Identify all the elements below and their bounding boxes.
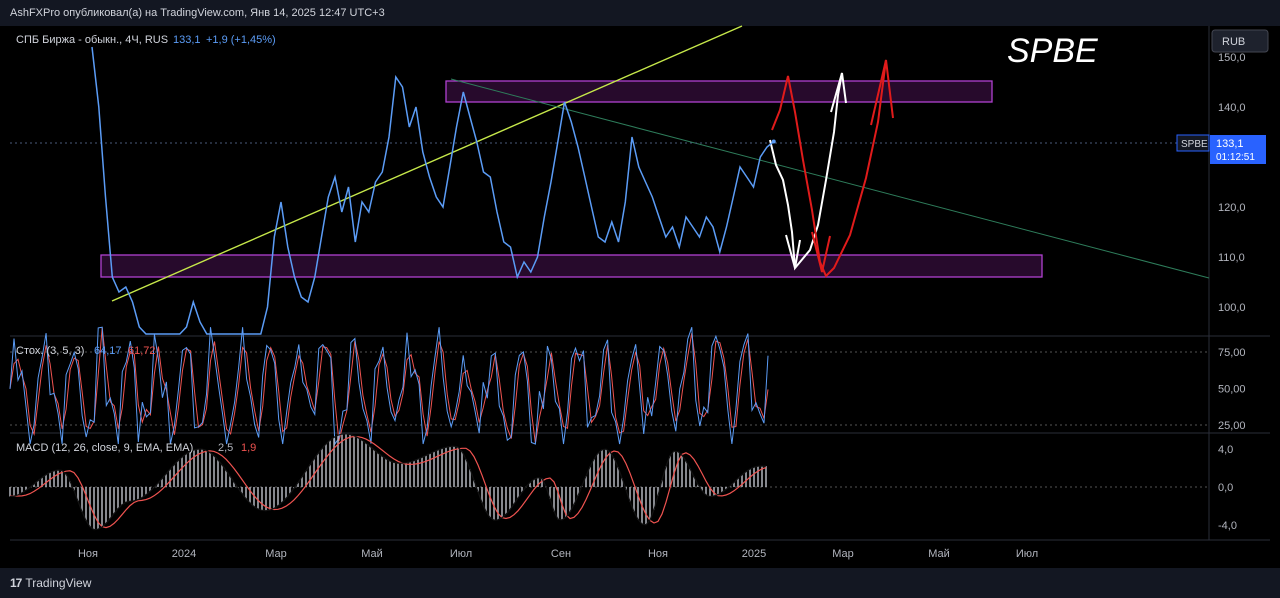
price-tick-label: 120,0 xyxy=(1218,202,1246,214)
resistance-zone[interactable] xyxy=(445,80,993,103)
price-tick-label: 150,0 xyxy=(1218,52,1246,64)
last-price-point xyxy=(771,139,776,144)
signal-line[interactable] xyxy=(10,435,767,529)
time-tick-label: Мар xyxy=(265,548,287,560)
legend-last-price: 133,1 xyxy=(173,34,201,46)
stoch-tick-label: 50,00 xyxy=(1218,384,1246,396)
signal-value: 1,9 xyxy=(241,442,256,454)
time-tick-label: 2024 xyxy=(172,548,196,560)
currency-label: RUB xyxy=(1222,36,1245,48)
legend-symbol: СПБ Биржа - обыкн., 4Ч, RUS xyxy=(16,34,168,46)
time-tick-label: Ноя xyxy=(648,548,668,560)
macd-tick-label: 4,0 xyxy=(1218,444,1233,456)
badge-price: 133,1 xyxy=(1216,138,1244,150)
macd-value: 2,5 xyxy=(218,442,233,454)
last-price-badge: SPBE 133,1 01:12:51 xyxy=(1176,134,1266,164)
time-tick-label: Июл xyxy=(1016,548,1038,560)
support-zone[interactable] xyxy=(100,254,1043,278)
stoch-d-value: 61,72 xyxy=(128,345,156,357)
time-tick-label: Ноя xyxy=(78,548,98,560)
tradingview-logo[interactable]: 17 TradingView xyxy=(10,576,91,590)
macd-series[interactable] xyxy=(9,433,767,531)
time-tick-label: Мар xyxy=(832,548,854,560)
price-tick-label: 100,0 xyxy=(1218,302,1246,314)
time-tick-label: 2025 xyxy=(742,548,766,560)
publish-bar: AshFXPro опубликовал(а) на TradingView.c… xyxy=(0,0,1280,26)
stoch-tick-label: 75,00 xyxy=(1218,347,1246,359)
stoch-legend-label: Стох. (3, 5, 3) xyxy=(16,345,84,357)
stoch-k-value: 64,17 xyxy=(94,345,122,357)
stoch-d-line[interactable] xyxy=(9,327,769,444)
badge-ticker: SPBE xyxy=(1181,139,1208,150)
macd-axis: -4,0 0,0 4,0 xyxy=(1218,444,1237,532)
price-line[interactable] xyxy=(91,46,775,335)
ticker-watermark: SPBE xyxy=(1007,32,1098,70)
footer-bar: 17 TradingView xyxy=(0,568,1280,598)
time-tick-label: Сен xyxy=(551,548,571,560)
stoch-tick-label: 25,00 xyxy=(1218,420,1246,432)
tv-logo-mark: 17 xyxy=(10,576,22,590)
macd-tick-label: 0,0 xyxy=(1218,482,1233,494)
published-info: AshFXPro опубликовал(а) на TradingView.c… xyxy=(10,7,385,19)
stoch-k-line[interactable] xyxy=(9,326,769,446)
forecast-path-white[interactable] xyxy=(769,72,843,271)
stochastic-series[interactable] xyxy=(9,326,769,446)
time-tick-label: Июл xyxy=(450,548,472,560)
legend-change: +1,9 (+1,45%) xyxy=(206,34,276,46)
user-drawings[interactable] xyxy=(10,25,1210,302)
time-tick-label: Май xyxy=(361,548,383,560)
forecast-arrowhead-white xyxy=(830,72,847,113)
price-tick-label: 110,0 xyxy=(1218,252,1245,264)
stoch-axis: 25,00 50,00 75,00 xyxy=(1218,347,1246,432)
macd-tick-label: -4,0 xyxy=(1218,520,1237,532)
price-series[interactable] xyxy=(91,46,776,335)
forecast-arrowhead-red xyxy=(870,59,894,126)
descending-trendline[interactable] xyxy=(450,78,1210,279)
price-tick-label: 140,0 xyxy=(1218,102,1246,114)
chart-canvas[interactable]: Ноя 2024 Мар Май Июл Сен Ноя 2025 Мар Май Июл 100,… xyxy=(0,0,1280,568)
brand-name: TradingView xyxy=(25,576,92,590)
badge-countdown: 01:12:51 xyxy=(1216,152,1255,163)
forecast-arrowhead-white-low xyxy=(785,234,801,269)
forecast-arrowhead-red-low xyxy=(811,231,831,273)
time-tick-label: Май xyxy=(928,548,950,560)
ascending-trendline[interactable] xyxy=(111,25,743,302)
currency-button[interactable]: RUB xyxy=(1211,29,1269,53)
macd-line[interactable] xyxy=(9,433,766,531)
time-axis: Ноя 2024 Мар Май Июл Сен Ноя 2025 Мар Май Июл xyxy=(78,548,1038,560)
macd-legend-label: MACD (12, 26, close, 9, EMA, EMA) xyxy=(16,442,193,454)
